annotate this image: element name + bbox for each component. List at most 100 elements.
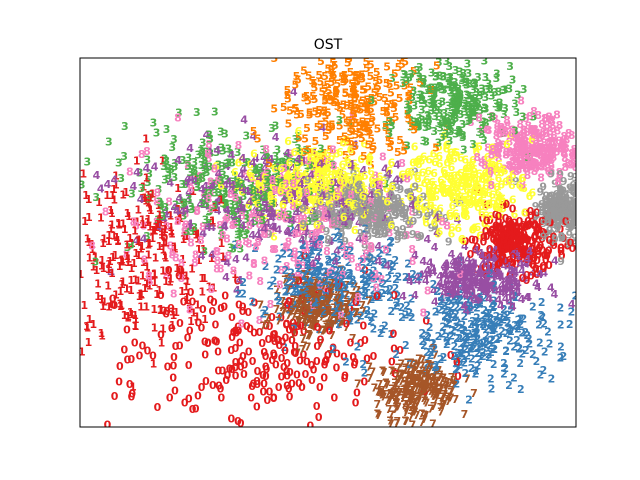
point-0-11: 5 <box>349 105 357 118</box>
point-7-255: 2 <box>465 328 473 341</box>
point-1-39: 3 <box>425 120 433 133</box>
point-11-30: 1 <box>157 216 165 229</box>
point-8-242: 2 <box>279 248 287 261</box>
point-11-221: 1 <box>159 323 167 336</box>
point-2-230: 8 <box>519 124 527 137</box>
point-5-252: 0 <box>504 227 512 240</box>
point-13-51: 3 <box>160 160 168 173</box>
point-7-2: 2 <box>538 296 546 309</box>
point-16-219: 9 <box>371 227 379 240</box>
point-11-22: 1 <box>164 265 172 278</box>
point-9-17: 7 <box>449 380 457 393</box>
point-7-209: 2 <box>516 357 524 370</box>
point-15-223: 8 <box>291 246 299 259</box>
point-15-225: 8 <box>376 178 384 191</box>
point-10-9: 0 <box>204 337 212 350</box>
point-10-4: 0 <box>217 383 225 396</box>
point-16-20: 9 <box>359 209 367 222</box>
point-3-33: 6 <box>418 155 426 168</box>
point-9-36: 7 <box>402 386 410 399</box>
point-9-16: 7 <box>408 369 416 382</box>
point-2-34: 8 <box>571 150 579 163</box>
point-0-22: 5 <box>374 81 382 94</box>
point-7-41: 2 <box>447 330 455 343</box>
point-15-0: 8 <box>367 184 375 197</box>
point-12-13: 4 <box>204 219 212 232</box>
point-3-10: 6 <box>466 160 474 173</box>
point-4-53: 9 <box>546 200 554 213</box>
point-15-228: 8 <box>174 112 182 125</box>
point-3-47: 6 <box>437 174 445 187</box>
point-15-206: 8 <box>187 237 195 250</box>
point-13-247: 3 <box>162 155 170 168</box>
point-9-15: 7 <box>379 364 387 377</box>
point-14-250: 6 <box>286 188 294 201</box>
point-6-39: 4 <box>399 290 407 303</box>
point-0-29: 5 <box>329 218 337 231</box>
point-14-55: 6 <box>255 178 263 191</box>
point-0-42: 5 <box>356 126 364 139</box>
point-14-26: 6 <box>237 180 245 193</box>
point-3-31: 6 <box>476 230 484 243</box>
point-1-23: 3 <box>435 56 443 69</box>
point-5-250: 0 <box>543 247 551 260</box>
point-1-184: 3 <box>482 103 490 116</box>
point-7-33: 2 <box>537 309 545 322</box>
point-17-26: 7 <box>317 281 325 294</box>
point-11-52: 1 <box>115 219 123 232</box>
point-16-29: 9 <box>458 194 466 207</box>
point-5-12: 0 <box>545 259 553 272</box>
point-6-32: 4 <box>476 265 484 278</box>
point-8-174: 2 <box>354 341 362 354</box>
point-17-8: 7 <box>324 322 332 335</box>
point-9-9: 7 <box>447 384 455 397</box>
point-16-37: 9 <box>348 206 356 219</box>
point-11-239: 1 <box>99 300 107 313</box>
point-14-23: 6 <box>366 150 374 163</box>
point-8-7: 2 <box>363 308 371 321</box>
point-14-39: 6 <box>265 157 273 170</box>
point-11-53: 1 <box>114 234 122 247</box>
point-5-236: 0 <box>483 215 491 228</box>
point-11-243: 1 <box>188 263 196 276</box>
point-17-52: 7 <box>304 300 312 313</box>
point-5-48: 0 <box>468 234 476 247</box>
point-11-15: 1 <box>132 247 140 260</box>
point-12-242: 4 <box>294 153 302 166</box>
point-3-254: 6 <box>469 191 477 204</box>
point-3-34: 6 <box>448 181 456 194</box>
point-0-222: 5 <box>286 104 294 117</box>
point-2-36: 8 <box>524 162 532 175</box>
point-5-31: 0 <box>513 226 521 239</box>
point-5-19: 0 <box>500 243 508 256</box>
point-16-27: 9 <box>324 236 332 249</box>
point-12-41: 4 <box>259 211 267 224</box>
point-6-33: 4 <box>455 272 463 285</box>
point-12-56: 4 <box>311 208 319 221</box>
point-17-250: 7 <box>305 284 313 297</box>
point-2-56: 8 <box>488 110 496 123</box>
point-14-28: 6 <box>316 221 324 234</box>
point-10-232: 0 <box>285 323 293 336</box>
point-11-33: 1 <box>147 204 155 217</box>
point-4-21: 9 <box>570 208 578 221</box>
point-1-57: 3 <box>472 92 480 105</box>
point-3-32: 6 <box>478 173 486 186</box>
point-9-1: 7 <box>433 375 441 388</box>
point-13-251: 3 <box>254 167 262 180</box>
point-11-189: 1 <box>142 133 150 146</box>
point-16-53: 9 <box>428 221 436 234</box>
point-14-22: 6 <box>345 183 353 196</box>
point-0-23: 5 <box>400 144 408 157</box>
point-14-255: 6 <box>277 185 285 198</box>
point-0-234: 5 <box>332 87 340 100</box>
point-9-46: 7 <box>434 386 442 399</box>
point-3-239: 6 <box>387 219 395 232</box>
point-1-22: 3 <box>452 81 460 94</box>
point-0-256: 5 <box>396 134 404 147</box>
point-17-255: 7 <box>300 313 308 326</box>
point-3-40: 6 <box>486 210 494 223</box>
point-7-47: 2 <box>506 280 514 293</box>
point-2-57: 8 <box>556 166 564 179</box>
point-11-225: 1 <box>98 254 106 267</box>
